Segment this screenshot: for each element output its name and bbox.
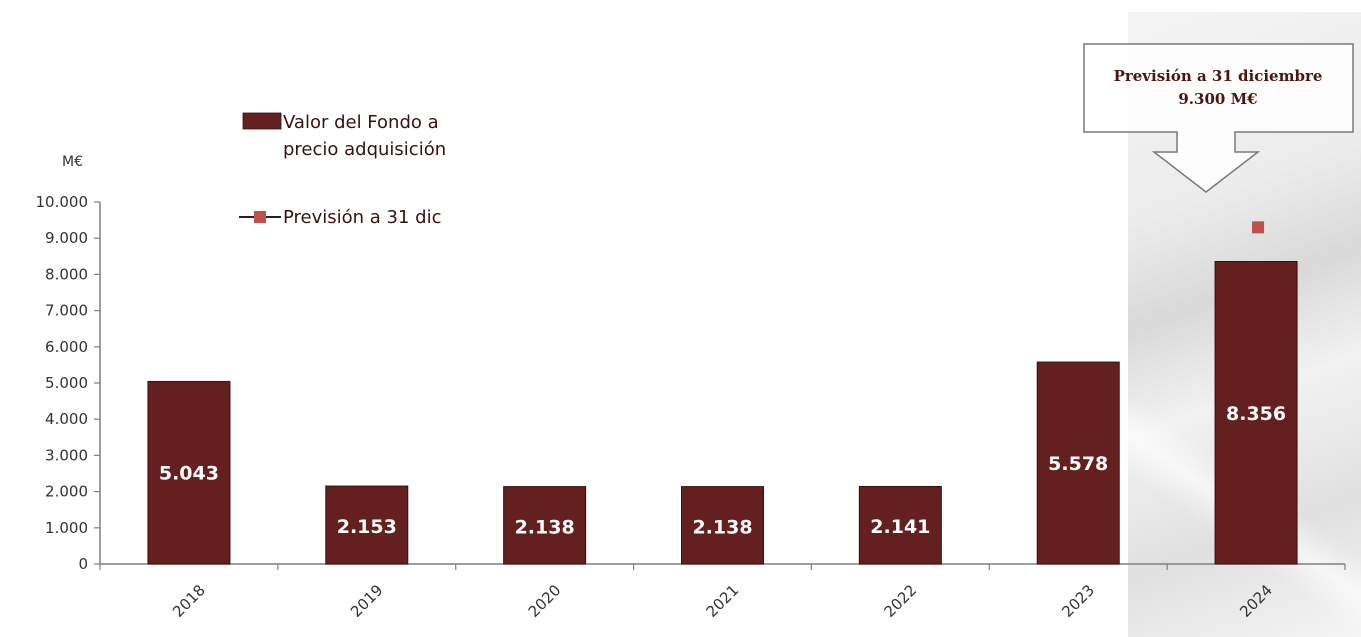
callout-arrow-shape [1083,43,1354,193]
x-tick-label: 2018 [169,581,209,621]
y-tick-label: 6.000 [45,338,88,356]
x-tick-label: 2020 [525,581,565,621]
bar-value-label: 2.138 [692,516,752,538]
y-tick-label: 4.000 [45,410,88,428]
bar-value-label: 2.153 [337,516,397,538]
y-tick-label: 10.000 [36,193,89,211]
forecast-callout: Previsión a 31 diciembre 9.300 M€ [1083,43,1354,193]
bar-value-label: 5.043 [159,463,219,485]
y-tick-label: 2.000 [45,483,88,501]
y-tick-label: 1.000 [45,519,88,537]
y-tick-label: 8.000 [45,265,88,283]
y-tick-label: 0 [78,555,88,573]
x-axis: 2018 2019 2020 2021 2022 2023 2024 [99,563,1346,621]
forecast-marker-series [1252,221,1265,234]
legend-bar-label-line2: precio adquisición [283,139,446,160]
bar-value-label: 2.141 [870,516,930,538]
bar-value-label: 5.578 [1048,453,1108,475]
bar-value-label: 8.356 [1226,403,1286,425]
x-tick-label: 2021 [703,581,743,621]
x-tick-label: 2022 [880,581,920,621]
bar [147,380,231,565]
x-tick-label: 2023 [1058,581,1098,621]
bar [325,485,409,565]
y-axis: 0 1.000 2.000 3.000 4.000 5.000 6.000 7.000 8.00… [36,193,101,573]
x-tick-label: 2019 [347,581,387,621]
y-tick-label: 7.000 [45,302,88,320]
y-tick-label: 5.000 [45,374,88,392]
bar-value-label: 2.138 [515,516,575,538]
bar [1214,261,1298,565]
legend-bar-swatch [242,112,282,130]
x-tick-label: 2024 [1236,581,1276,621]
callout-line2: 9.300 M€ [1178,90,1257,108]
y-tick-label: 9.000 [45,229,88,247]
bar [1036,361,1120,565]
bar [681,486,764,565]
legend-marker-swatch [254,211,266,223]
legend-marker-label: Previsión a 31 dic [283,207,442,228]
chart-legend: Valor del Fondo a precio adquisición Pre… [239,112,446,228]
forecast-marker [1252,221,1265,234]
y-tick-label: 3.000 [45,446,88,464]
legend-bar-label-line1: Valor del Fondo a [283,112,439,133]
bar [858,485,942,565]
callout-line1: Previsión a 31 diciembre [1114,67,1323,85]
bar-series: 5.043 2.153 2.138 2.138 2.141 5.578 8.356 [147,261,1298,565]
y-axis-unit-label: M€ [62,154,83,170]
bar [503,486,587,565]
